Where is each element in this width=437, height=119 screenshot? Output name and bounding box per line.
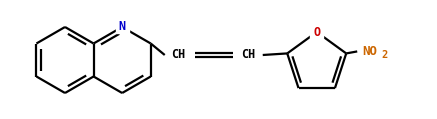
Text: N: N <box>118 20 126 34</box>
Bar <box>116 22 128 32</box>
Bar <box>310 27 323 37</box>
Text: CH: CH <box>242 49 256 62</box>
Bar <box>238 50 260 60</box>
Text: CH: CH <box>172 49 186 62</box>
Bar <box>168 50 190 60</box>
Text: 2: 2 <box>381 50 388 60</box>
Text: NO: NO <box>362 45 377 58</box>
Text: O: O <box>313 25 320 39</box>
